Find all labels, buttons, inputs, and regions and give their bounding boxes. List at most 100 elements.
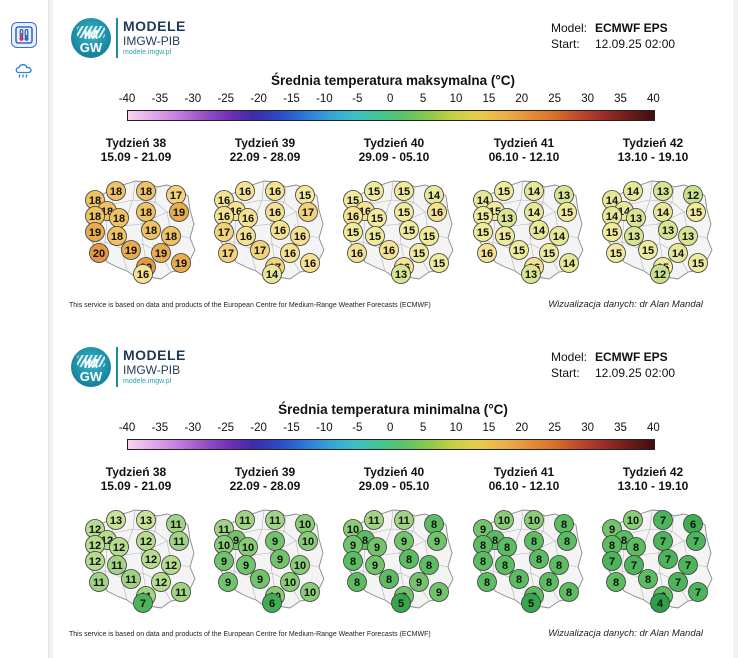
colorbar-tick-label: -5	[352, 93, 363, 105]
week-name: Tydzień 41	[493, 136, 555, 150]
logo-mark-top: IM	[83, 27, 99, 42]
temperature-value: 16	[431, 207, 443, 219]
temperature-value: 15	[368, 186, 380, 198]
week-dates: 29.09 - 05.10	[358, 150, 430, 164]
temperature-bubble: 9	[394, 531, 414, 551]
temperature-value: 10	[299, 519, 311, 531]
colorbar-tick-label: 30	[581, 93, 594, 105]
temperature-bubble: 8	[477, 572, 497, 592]
temperature-value: 15	[369, 231, 381, 243]
week-dates: 06.10 - 12.10	[488, 479, 560, 493]
temperature-value: 13	[628, 231, 640, 243]
temperature-bubble: 15	[495, 226, 515, 246]
temperature-bubble: 9	[250, 569, 270, 589]
temperature-value: 9	[243, 560, 249, 572]
temperature-value: 15	[606, 227, 618, 239]
temperature-value: 12	[140, 536, 152, 548]
temperature-value: 8	[362, 535, 368, 547]
temperature-bubble: 12	[85, 551, 105, 571]
temperature-value: 11	[239, 515, 251, 527]
temperature-value: 11	[218, 524, 230, 536]
temperature-value: 14	[563, 258, 576, 270]
temperature-bubble: 20	[89, 243, 109, 263]
temperature-value: 9	[350, 540, 356, 552]
temperature-bubble: 15	[473, 222, 493, 242]
temperature-value: 15	[347, 195, 359, 207]
temperature-bubble: 9	[265, 531, 285, 551]
poland-map: 91076878877777887874	[588, 497, 718, 615]
temperature-value: 15	[543, 248, 555, 260]
temperature-value: 18	[89, 211, 101, 223]
temperature-bubble: 15	[539, 243, 559, 263]
thermometer-button[interactable]	[11, 22, 37, 48]
temperature-value: 10	[302, 536, 314, 548]
temperature-value: 8	[645, 574, 651, 586]
temperature-bubble: 8	[343, 551, 363, 571]
temperature-value: 16	[218, 195, 230, 207]
start-label: Start:	[551, 37, 580, 51]
temperature-value: 18	[110, 186, 122, 198]
logo-title: MODELE	[123, 347, 186, 363]
temperature-value: 16	[218, 211, 230, 223]
temperature-value: 18	[89, 195, 101, 207]
temperature-bubble: 9	[429, 582, 449, 602]
sidebar	[0, 0, 49, 658]
colorbar-tick-label: -40	[118, 93, 136, 105]
temperature-bubble: 16	[343, 206, 363, 226]
colorbar-tick-label: -30	[184, 422, 202, 434]
temperature-bubble: 10	[494, 510, 514, 530]
logo-url: modele.imgw.pl	[123, 378, 172, 385]
poland-map: 1011118899998988889995	[329, 497, 459, 615]
temperature-bubble: 8	[473, 551, 493, 571]
colorbar-tick-label: 40	[646, 93, 660, 105]
colorbar-tick-label: 40	[646, 422, 660, 434]
temperature-value: 18	[140, 207, 152, 219]
start-label: Start:	[551, 366, 580, 380]
temperature-value: 15	[690, 207, 702, 219]
temperature-bubble: 10	[524, 510, 544, 530]
temperature-value: 15	[498, 186, 510, 198]
temperature-bubble: 13	[497, 208, 517, 228]
temperature-value: 15	[561, 207, 573, 219]
temperature-bubble: 11	[121, 569, 141, 589]
temperature-value: 9	[257, 574, 263, 586]
temperature-bubble: 14	[623, 181, 643, 201]
temperature-value: 8	[504, 542, 510, 554]
temperature-value: 16	[274, 225, 286, 237]
temperature-bubble: 15	[399, 220, 419, 240]
temperature-value: 15	[433, 258, 445, 270]
temperature-value: 18	[113, 213, 125, 225]
logo-url: modele.imgw.pl	[123, 49, 172, 56]
temperature-bubble: 12	[151, 572, 171, 592]
temperature-bubble: 10	[343, 519, 363, 539]
temperature-bubble: 15	[394, 181, 414, 201]
week-header: Tydzień 42 13.10 - 19.10	[588, 136, 718, 164]
poland-map: 1213131112111212121211121211111211117	[71, 497, 201, 615]
week-header: Tydzień 40 29.09 - 05.10	[329, 136, 459, 164]
temperature-value: 13	[525, 269, 537, 281]
temperature-value: 9	[480, 524, 486, 536]
start-value: 12.09.25 02:00	[595, 366, 676, 380]
temperature-value: 15	[499, 231, 511, 243]
temperature-value: 10	[627, 515, 639, 527]
temperature-value: 12	[145, 554, 157, 566]
temperature-value: 14	[606, 211, 619, 223]
temperature-value: 16	[242, 213, 254, 225]
temperature-value: 15	[642, 245, 654, 257]
temperature-value: 8	[354, 577, 360, 589]
temperature-bubble: 14	[602, 206, 622, 226]
week-name: Tydzień 38	[105, 136, 167, 150]
precipitation-button[interactable]	[11, 58, 37, 84]
week-header: Tydzień 39 22.09 - 28.09	[200, 136, 330, 164]
colorbar-labels: -40 -35 -30 -25 -20 -15 -10 -5 0 5 10 15 20 25 30 35 40	[119, 93, 660, 107]
temperature-bubble: 12	[85, 535, 105, 555]
temperature-value: 15	[347, 227, 359, 239]
logo-mark-top: IM	[83, 356, 99, 371]
temperature-value: 14	[627, 186, 640, 198]
temperature-bubble: 11	[364, 510, 384, 530]
colorbar-tick-label: -15	[283, 422, 300, 434]
temperature-value: 12	[165, 560, 177, 572]
colorbar-tick-label: 5	[419, 93, 427, 105]
logo-mark-bottom: GW	[79, 369, 103, 384]
temperature-bubble: 7	[678, 555, 698, 575]
